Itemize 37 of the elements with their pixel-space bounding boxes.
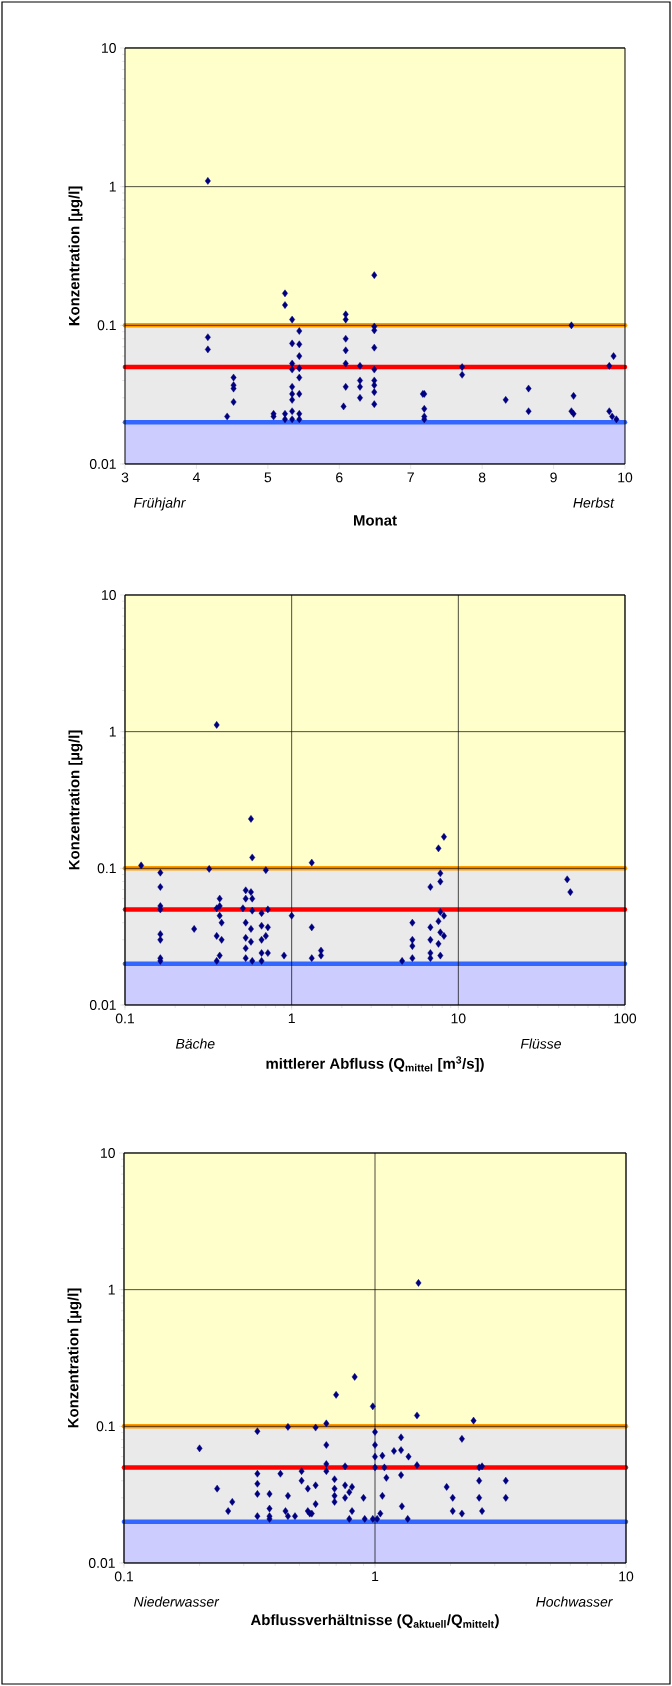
y-tick-label: 10 bbox=[102, 590, 116, 600]
y-tick-label: 0.01 bbox=[89, 459, 116, 469]
x-tick-label: 4 bbox=[192, 472, 200, 483]
x-tick-label: 5 bbox=[264, 472, 272, 483]
x-tick-label: 8 bbox=[478, 472, 486, 483]
x-tick-label: 7 bbox=[407, 472, 414, 483]
x-tick-label: 1 bbox=[372, 1571, 379, 1582]
x-tick-label: 9 bbox=[550, 472, 557, 483]
x-tick-label: 10 bbox=[619, 1571, 634, 1582]
y-tick-label: 1 bbox=[109, 181, 116, 192]
x-tick-label: 1 bbox=[288, 1013, 295, 1024]
x-tick-label: 10 bbox=[618, 472, 633, 483]
y-tick-label: 0.1 bbox=[96, 1421, 115, 1432]
y-axis-title: Konzentration [µg/l] bbox=[68, 730, 83, 870]
text: Flüsse bbox=[520, 1038, 561, 1049]
y-tick-label: 0.1 bbox=[97, 863, 116, 874]
x-tick-label: 6 bbox=[336, 472, 343, 483]
x-axis-title: mittlerer Abfluss (Q$_{mittel}$ [m$^{3}$/s]) bbox=[266, 1056, 484, 1072]
y-tick-label: 0.01 bbox=[88, 1558, 115, 1568]
y-tick-label: 10 bbox=[101, 1148, 115, 1158]
x-axis-title: Abflussverhältnisse (Q$_{aktuell}$/Q$_{mittelt}$) bbox=[250, 1614, 499, 1629]
x-tick-label: 100 bbox=[614, 1013, 637, 1024]
x-tick-label: 3 bbox=[121, 472, 129, 483]
text: Bäche bbox=[175, 1038, 215, 1049]
text: Frühjahr bbox=[133, 497, 186, 511]
y-tick-label: 10 bbox=[102, 43, 116, 53]
y-axis-title: Konzentration [µg/l] bbox=[68, 186, 83, 326]
y-tick-label: 1 bbox=[108, 1284, 115, 1295]
text: Herbst bbox=[573, 497, 615, 508]
text: Hochwasser bbox=[536, 1596, 613, 1607]
x-axis-title: Monat bbox=[354, 515, 397, 526]
y-axis-title: Konzentration [µg/l] bbox=[67, 1288, 82, 1428]
x-tick-label: 10 bbox=[451, 1013, 466, 1024]
y-tick-label: 1 bbox=[109, 726, 116, 737]
y-tick-label: 0.1 bbox=[97, 320, 116, 331]
y-tick-label: 0.01 bbox=[89, 1000, 116, 1010]
text: Niederwasser bbox=[133, 1596, 220, 1607]
